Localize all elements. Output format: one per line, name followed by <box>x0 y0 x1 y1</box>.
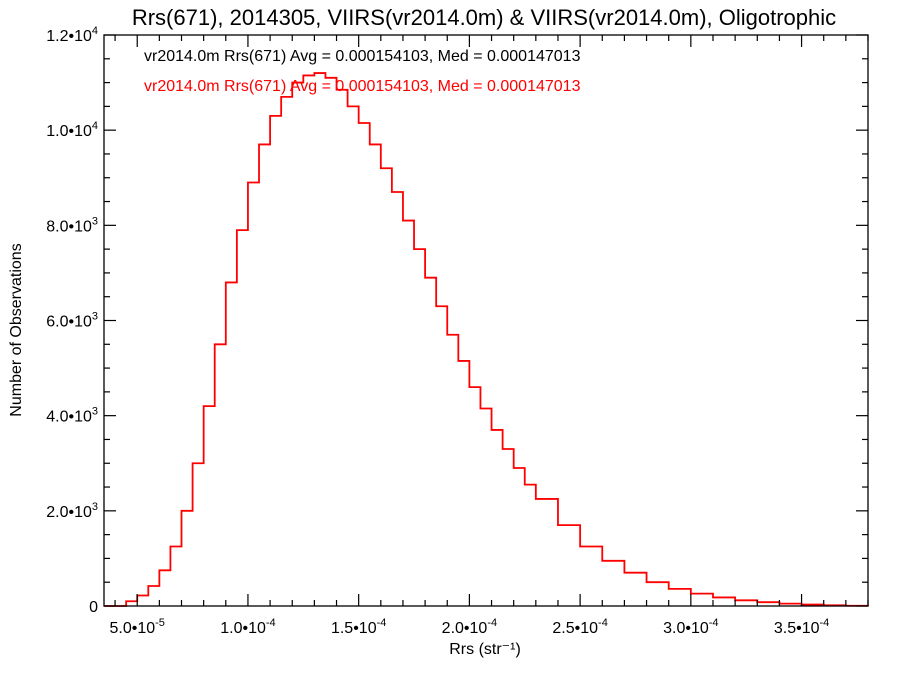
x-tick-label-0: 5.0•10-5 <box>110 617 165 637</box>
histogram-series-0 <box>104 72 869 607</box>
y-tick-label-1: 2.0•103 <box>46 501 98 521</box>
y-tick-label-6: 1.2•104 <box>46 25 98 45</box>
y-tick-label-0: 0 <box>89 599 98 616</box>
x-tick-label-6: 3.5•10-4 <box>774 617 829 637</box>
x-tick-label-4: 2.5•10-4 <box>552 617 607 637</box>
series-layer <box>104 72 869 607</box>
annotation-red: vr2014.0m Rrs(671) Avg = 0.000154103, Me… <box>144 78 581 95</box>
y-tick-label-3: 6.0•103 <box>46 311 98 331</box>
y-tick-label-2: 4.0•103 <box>46 406 98 426</box>
x-tick-label-3: 2.0•10-4 <box>442 617 497 637</box>
annotation-black: vr2014.0m Rrs(671) Avg = 0.000154103, Me… <box>144 48 581 65</box>
x-tick-label-2: 1.5•10-4 <box>331 617 386 637</box>
y-tick-label-4: 8.0•103 <box>46 215 98 235</box>
chart-title: Rrs(671), 2014305, VIIRS(vr2014.0m) & VI… <box>132 5 836 30</box>
x-tick-labels: 5.0•10-5 1.0•10-4 1.5•10-4 2.0•10-4 2.5•10-4… <box>110 617 830 637</box>
x-tick-label-1: 1.0•10-4 <box>220 617 275 637</box>
plot-frame <box>103 34 869 607</box>
tick-marks <box>104 34 869 607</box>
y-axis-label: Number of Observations <box>8 243 25 416</box>
y-tick-labels: 0 2.0•103 4.0•103 6.0•103 8.0•103 1.0•104 1.2•… <box>46 25 98 616</box>
x-axis-label: Rrs (str⁻¹) <box>449 641 521 658</box>
y-tick-label-5: 1.0•104 <box>46 120 98 140</box>
x-tick-label-5: 3.0•10-4 <box>663 617 718 637</box>
